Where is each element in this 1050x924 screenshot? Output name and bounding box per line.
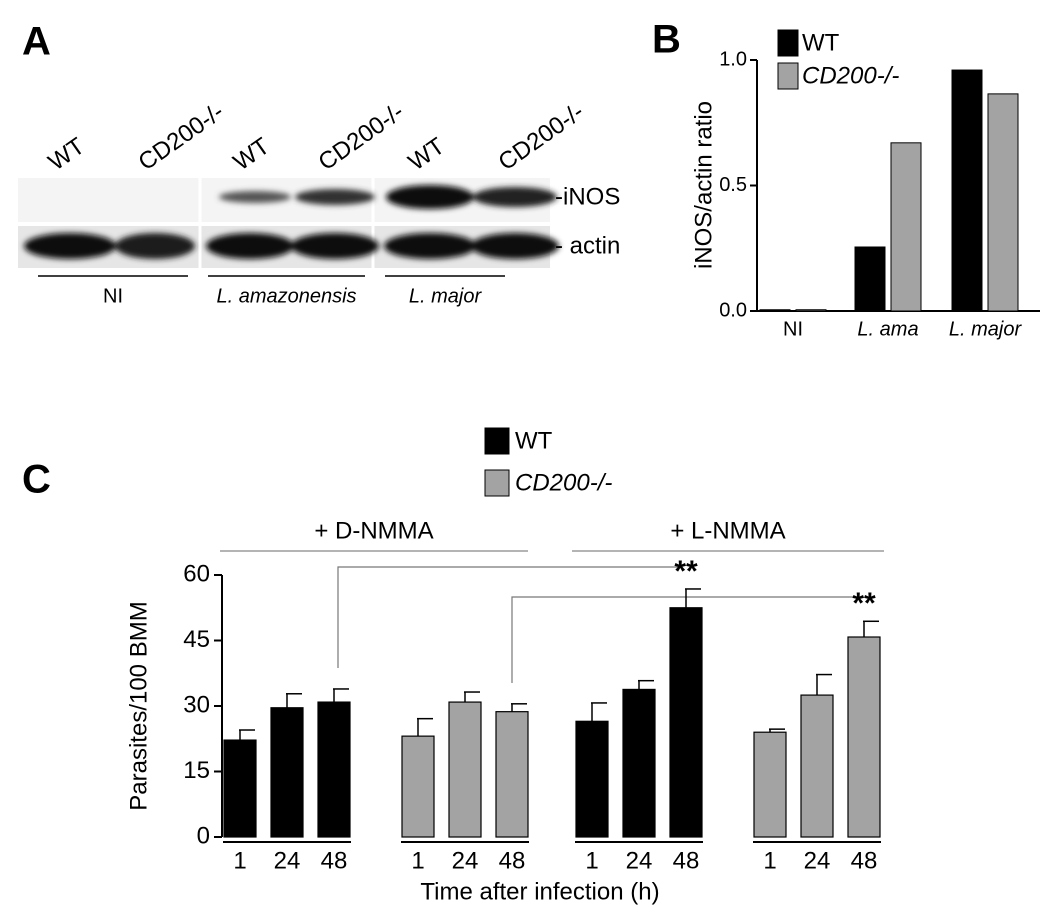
y-axis-title: Parasites/100 BMM [125, 601, 152, 810]
bar [317, 701, 351, 838]
legend-label: WT [515, 427, 553, 454]
significance: ** [852, 587, 876, 620]
lane-label: WT [404, 132, 450, 176]
legend-label: CD200-/- [802, 62, 899, 89]
bar [495, 711, 529, 838]
y-tick-label: 1.0 [719, 48, 747, 70]
x-tick-label: 1 [411, 847, 424, 874]
legend-swatch [484, 427, 510, 455]
x-tick-label: 1 [585, 847, 598, 874]
x-tick-label: L. major [949, 318, 1023, 340]
lane-label: CD200-/- [314, 98, 409, 176]
legend-swatch [777, 29, 799, 57]
legend-swatch [777, 62, 799, 90]
bar [575, 720, 609, 838]
bar [951, 69, 983, 312]
x-tick-label: 24 [452, 847, 479, 874]
x-tick-label: L. ama [857, 318, 918, 340]
bar [669, 607, 703, 838]
significance: ** [674, 555, 698, 588]
panel-label: B [652, 18, 681, 62]
legend-label: WT [802, 29, 840, 56]
y-axis-title: iNOS/actin ratio [690, 101, 717, 269]
y-tick-label: 15 [183, 757, 210, 784]
bar [890, 142, 922, 312]
y-tick-label: 0.0 [719, 299, 747, 321]
x-tick-label: 24 [626, 847, 653, 874]
lane-label: WT [44, 132, 90, 176]
band-label: - actin [555, 232, 620, 259]
bar [401, 735, 435, 838]
group-label: + D-NMMA [314, 517, 433, 544]
band-label: -iNOS [555, 183, 620, 210]
x-tick-label: NI [783, 318, 803, 340]
y-tick-label: 60 [183, 560, 210, 587]
lane-label: WT [229, 132, 275, 176]
comparison-bracket [337, 566, 680, 668]
lane-label: CD200-/- [134, 98, 229, 176]
x-axis-title: Time after infection (h) [420, 878, 659, 905]
bar [622, 688, 656, 838]
x-tick-label: 48 [499, 847, 526, 874]
y-tick-label: 0.5 [719, 174, 747, 196]
group-label: L. major [409, 285, 483, 307]
group-label: NI [103, 285, 123, 307]
y-tick-label: 45 [183, 626, 210, 653]
bar [448, 701, 482, 838]
x-tick-label: 48 [673, 847, 700, 874]
panel-label: C [22, 458, 51, 502]
bar [847, 636, 881, 838]
legend-swatch [484, 469, 510, 497]
bar [759, 309, 791, 312]
comparison-bracket [511, 596, 860, 683]
bar [854, 246, 886, 312]
legend-label: CD200-/- [515, 469, 612, 496]
x-tick-label: 24 [274, 847, 301, 874]
bar [753, 731, 787, 838]
bar [270, 707, 304, 838]
group-label: + L-NMMA [670, 517, 785, 544]
x-tick-label: 48 [321, 847, 348, 874]
lane-label: CD200-/- [494, 98, 589, 176]
bar [987, 93, 1019, 312]
x-tick-label: 48 [851, 847, 878, 874]
bar [223, 739, 257, 838]
y-tick-label: 30 [183, 691, 210, 718]
bar [800, 694, 834, 838]
x-tick-label: 1 [233, 847, 246, 874]
blot-bands [24, 185, 559, 259]
y-tick-label: 0 [197, 822, 210, 849]
x-tick-label: 1 [763, 847, 776, 874]
panel-label: A [22, 20, 51, 64]
x-tick-label: 24 [804, 847, 831, 874]
group-label: L. amazonensis [216, 285, 356, 307]
bar [795, 309, 827, 312]
